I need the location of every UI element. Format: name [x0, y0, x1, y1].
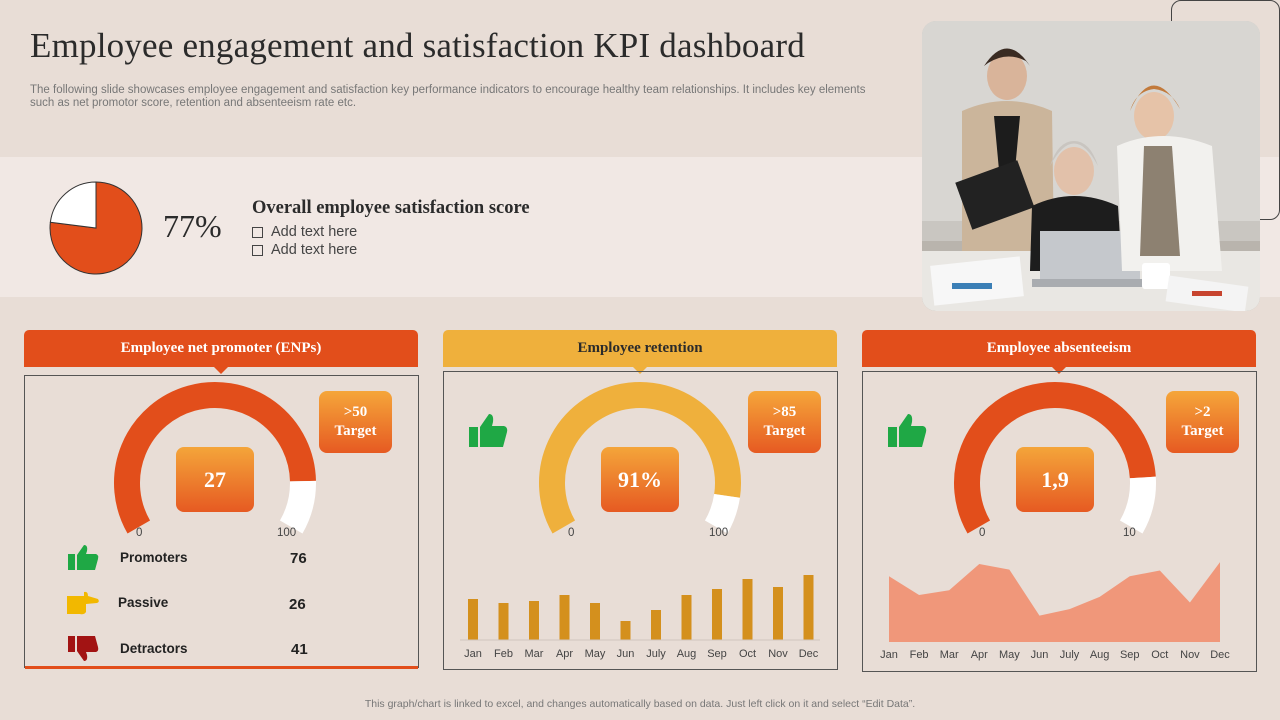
satisfaction-title: Overall employee satisfaction score — [252, 198, 530, 218]
gauge-fill — [954, 382, 1156, 534]
legend-value-passive: 26 — [289, 596, 306, 613]
legend-label-detractors: Detractors — [120, 641, 188, 656]
enps-value: 27 — [176, 447, 254, 512]
bar-Aug — [681, 595, 692, 640]
bar-Jan — [468, 599, 478, 640]
bar-label-May: May — [585, 648, 606, 660]
area-label-Dec: Dec — [1210, 649, 1230, 661]
area-label-Nov: Nov — [1180, 649, 1200, 661]
area-label-May: May — [999, 649, 1020, 661]
area-label-Jun: Jun — [1031, 649, 1049, 661]
enps-bottom-bar — [25, 666, 418, 669]
enps-gauge — [114, 382, 316, 534]
bar-Oct — [742, 579, 753, 640]
legend-value-detractors: 41 — [291, 641, 308, 658]
footer-note: This graph/chart is linked to excel, and… — [364, 698, 916, 710]
retention-header: Employee retention — [443, 330, 837, 374]
retention-axis-max: 100 — [709, 527, 729, 539]
legend-label-promoters: Promoters — [120, 550, 188, 565]
area-label-Mar: Mar — [940, 649, 959, 661]
gauge-remainder — [1119, 476, 1156, 534]
retention-gauge — [539, 382, 741, 534]
pie-slice-1 — [49, 181, 97, 229]
absenteeism-axis-min: 0 — [979, 527, 986, 539]
absenteeism-header: Employee absenteeism — [862, 330, 1256, 374]
page-title: Employee engagement and satisfaction KPI… — [30, 26, 805, 65]
area-label-Aug: Aug — [1090, 649, 1110, 661]
bar-Apr — [559, 595, 570, 640]
team-photo — [922, 21, 1260, 311]
area-label-Sep: Sep — [1120, 649, 1140, 661]
absenteeism-panel — [862, 371, 1257, 672]
bar-label-Apr: Apr — [556, 648, 573, 660]
retention-axis-min: 0 — [568, 527, 575, 539]
enps-axis-min: 0 — [136, 527, 143, 539]
absenteeism-value: 1,9 — [1016, 447, 1094, 512]
bar-label-Jun: Jun — [617, 648, 635, 660]
area-series — [889, 562, 1220, 642]
absenteeism-area-chart: Jan Feb Mar Apr May Jun July Aug Sep Oct Nov Dec — [880, 562, 1230, 661]
gauge-remainder — [279, 480, 316, 534]
legend-value-promoters: 76 — [290, 550, 307, 567]
bar-Sep — [712, 589, 722, 640]
legend-label-passive: Passive — [118, 595, 169, 610]
absenteeism-axis-max: 10 — [1123, 527, 1136, 539]
area-label-Jan: Jan — [880, 649, 898, 661]
retention-value: 91% — [601, 447, 679, 512]
retention-target-badge: >85 Target — [748, 391, 821, 453]
bar-label-July: July — [646, 648, 666, 660]
thumbs-up-icon — [888, 414, 927, 447]
thumbs-up-icon — [469, 414, 508, 447]
bar-label-Oct: Oct — [739, 648, 756, 660]
thumbs-up-icon — [68, 545, 99, 570]
satisfaction-bullet-2: Add text here — [252, 242, 357, 258]
area-label-Feb: Feb — [910, 649, 929, 661]
pointing-hand-icon — [67, 591, 99, 615]
bar-label-Dec: Dec — [799, 648, 819, 660]
bar-May — [590, 603, 600, 640]
bar-label-Mar: Mar — [525, 648, 544, 660]
absenteeism-gauge — [954, 382, 1156, 534]
bar-label-Jan: Jan — [464, 648, 482, 660]
gauge-fill — [539, 382, 741, 534]
enps-axis-max: 100 — [277, 527, 297, 539]
gauge-remainder — [704, 493, 740, 534]
bar-Feb — [498, 603, 509, 640]
enps-header: Employee net promoter (ENPs) — [24, 330, 418, 374]
retention-panel — [443, 371, 838, 670]
satisfaction-percent: 77% — [163, 208, 222, 244]
area-label-Apr: Apr — [971, 649, 988, 661]
bar-Mar — [529, 601, 539, 640]
area-label-Oct: Oct — [1151, 649, 1168, 661]
bar-Jun — [620, 621, 631, 640]
bar-Nov — [773, 587, 783, 640]
absenteeism-target-badge: >2 Target — [1166, 391, 1239, 453]
page-description: The following slide showcases employee e… — [30, 84, 866, 109]
bar-Dec — [803, 575, 814, 640]
bar-label-Nov: Nov — [768, 648, 788, 660]
bar-label-Feb: Feb — [494, 648, 513, 660]
satisfaction-pie — [49, 181, 143, 275]
bar-label-Sep: Sep — [707, 648, 727, 660]
bar-label-Aug: Aug — [677, 648, 697, 660]
gauge-fill — [114, 382, 316, 534]
checkbox-icon — [252, 244, 263, 256]
satisfaction-bullet-1: Add text here — [252, 224, 357, 240]
checkbox-icon — [252, 226, 263, 238]
area-label-July: July — [1060, 649, 1080, 661]
thumbs-down-icon — [68, 636, 99, 661]
bar-July — [651, 610, 661, 640]
retention-bar-chart: Jan Feb Mar Apr May Jun July Aug Sep Oct Nov Dec — [460, 575, 820, 660]
enps-target-badge: >50 Target — [319, 391, 392, 453]
